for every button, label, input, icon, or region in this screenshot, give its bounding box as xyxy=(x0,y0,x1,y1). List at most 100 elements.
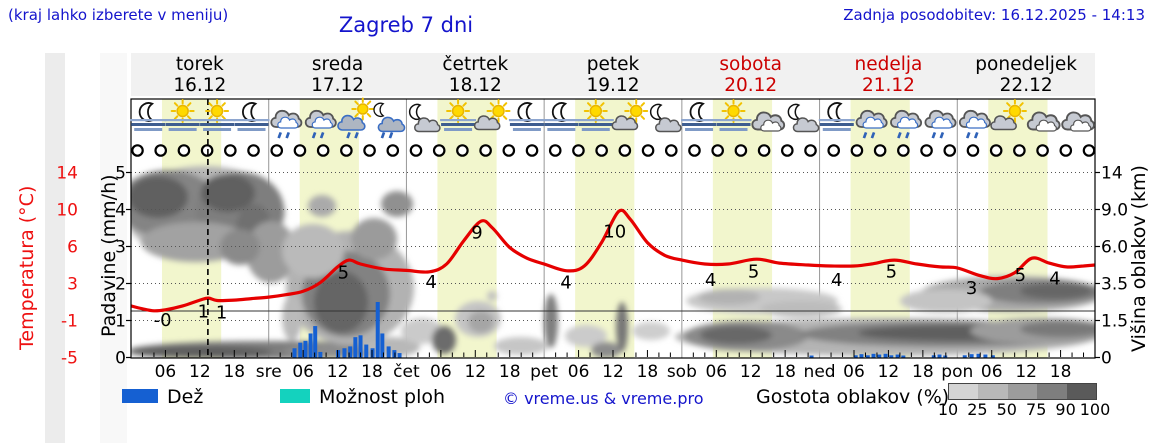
moon-phase-icon xyxy=(757,144,771,157)
weather-icon-sun-fog xyxy=(440,99,477,131)
svg-text:22.12: 22.12 xyxy=(1000,75,1053,96)
moon-phase-icon xyxy=(293,144,307,157)
moon-phase-icon xyxy=(432,144,446,157)
cloud-scale-value: 75 xyxy=(1026,400,1047,419)
cloud-density-scale xyxy=(948,383,1097,400)
weather-icon-moon-cloud xyxy=(787,103,820,133)
weather-icon-sun-cloud xyxy=(611,99,649,131)
svg-text:12: 12 xyxy=(327,362,349,382)
weather-icon-moon-fog xyxy=(543,102,580,131)
svg-text:06: 06 xyxy=(705,362,727,382)
moon-phase-icon xyxy=(688,144,701,157)
svg-text:5: 5 xyxy=(115,164,126,184)
svg-text:4: 4 xyxy=(831,270,842,291)
rain-label: Dež xyxy=(167,386,204,408)
showers-swatch xyxy=(280,389,310,403)
svg-text:18: 18 xyxy=(912,362,934,382)
temperature-line-group xyxy=(130,208,1096,313)
weather-icon-moon-cloud xyxy=(408,103,441,133)
svg-text:17.12: 17.12 xyxy=(311,75,364,96)
weather-icon-row xyxy=(130,97,1095,139)
moon-phase-icon xyxy=(989,144,1003,157)
copyright-link[interactable]: © vreme.us & vreme.pro xyxy=(503,389,704,408)
moon-phase-icon xyxy=(479,144,492,157)
moon-phase-icon xyxy=(711,144,724,157)
cloud-scale-value: 10 xyxy=(937,400,959,419)
svg-text:sreda: sreda xyxy=(312,54,363,75)
showers-label: Možnost ploh xyxy=(319,386,446,408)
weather-icon-cloud xyxy=(1026,111,1061,132)
page-title: Zagreb 7 dni xyxy=(338,13,474,37)
svg-text:06: 06 xyxy=(843,362,865,382)
weather-icon-cloud-drizzle xyxy=(958,109,991,139)
x-axis-labels: 06 12 18 sre 06 12 18 čet 06 12 18 pet 06 12 18 sob 06 12… xyxy=(155,362,1072,382)
moon-phase-row xyxy=(131,144,1096,157)
svg-text:18: 18 xyxy=(223,362,245,382)
moon-phase-icon xyxy=(641,144,655,157)
last-updated: Zadnja posodobitev: 16.12.2025 - 14:13 xyxy=(843,6,1145,24)
svg-text:18: 18 xyxy=(774,362,796,382)
svg-text:12: 12 xyxy=(602,362,624,382)
svg-text:sobota: sobota xyxy=(719,54,782,75)
svg-text:16.12: 16.12 xyxy=(173,75,226,96)
cloud-scale-value: 100 xyxy=(1079,400,1111,419)
moon-phase-icon xyxy=(966,144,980,157)
svg-text:čet: čet xyxy=(393,362,420,382)
svg-text:06: 06 xyxy=(292,362,314,382)
weather-icon-moon-fog xyxy=(130,102,167,131)
svg-text:12: 12 xyxy=(878,362,900,382)
svg-text:3: 3 xyxy=(966,278,977,299)
svg-text:sre: sre xyxy=(256,362,282,382)
moon-phase-icon xyxy=(409,144,423,157)
weather-icon-sun-fog xyxy=(164,99,201,131)
svg-text:12: 12 xyxy=(1015,362,1037,382)
svg-text:14: 14 xyxy=(1101,164,1123,184)
moon-phase-icon xyxy=(247,144,260,157)
weather-icon-moon-fog xyxy=(681,102,718,131)
svg-text:-0: -0 xyxy=(154,310,172,331)
moon-phase-icon xyxy=(340,144,353,157)
svg-text:3: 3 xyxy=(115,238,126,258)
svg-text:4: 4 xyxy=(115,201,126,221)
moon-phase-icon xyxy=(734,144,748,157)
weather-icon-sun-fog xyxy=(715,99,752,131)
moon-phase-icon xyxy=(920,144,933,157)
svg-text:4: 4 xyxy=(560,273,571,294)
svg-text:18: 18 xyxy=(637,362,659,382)
svg-text:sob: sob xyxy=(667,362,697,382)
weather-icon-cloud xyxy=(751,111,786,132)
weather-icon-sun-fog xyxy=(577,99,614,131)
svg-text:2: 2 xyxy=(115,275,126,295)
chart-frame xyxy=(130,98,1096,359)
day-boundary-lines xyxy=(268,99,958,358)
svg-text:četrtek: četrtek xyxy=(442,54,508,75)
left-gutter-strip-2 xyxy=(100,53,127,443)
moon-phase-icon xyxy=(781,144,794,157)
moon-phase-icon xyxy=(386,144,400,157)
weather-icon-moon-fog xyxy=(818,102,855,131)
moon-phase-icon xyxy=(363,144,376,157)
svg-text:5: 5 xyxy=(748,262,759,283)
svg-text:4: 4 xyxy=(705,270,716,291)
cloud-scale-value: 50 xyxy=(996,400,1017,419)
moon-phase-icon xyxy=(804,144,817,157)
svg-text:3: 3 xyxy=(67,275,78,295)
weather-icon-cloud-drizzle xyxy=(890,109,923,139)
svg-text:14: 14 xyxy=(56,164,78,184)
svg-text:18.12: 18.12 xyxy=(449,75,502,96)
svg-text:20.12: 20.12 xyxy=(724,75,777,96)
weather-icon-cloud-drizzle xyxy=(855,109,888,139)
moon-phase-icon xyxy=(316,144,330,157)
moon-phase-icon xyxy=(827,144,841,157)
weather-icon-cloud-drizzle xyxy=(304,109,337,139)
day-header-band xyxy=(131,53,1095,96)
svg-text:9.0: 9.0 xyxy=(1101,201,1128,221)
weather-icon-cloud-drizzle xyxy=(270,109,303,139)
precipitation-bars xyxy=(292,302,995,358)
location-hint: (kraj lahko izberete v meniju) xyxy=(8,6,229,24)
svg-text:06: 06 xyxy=(155,362,177,382)
moon-phase-icon xyxy=(224,144,237,157)
